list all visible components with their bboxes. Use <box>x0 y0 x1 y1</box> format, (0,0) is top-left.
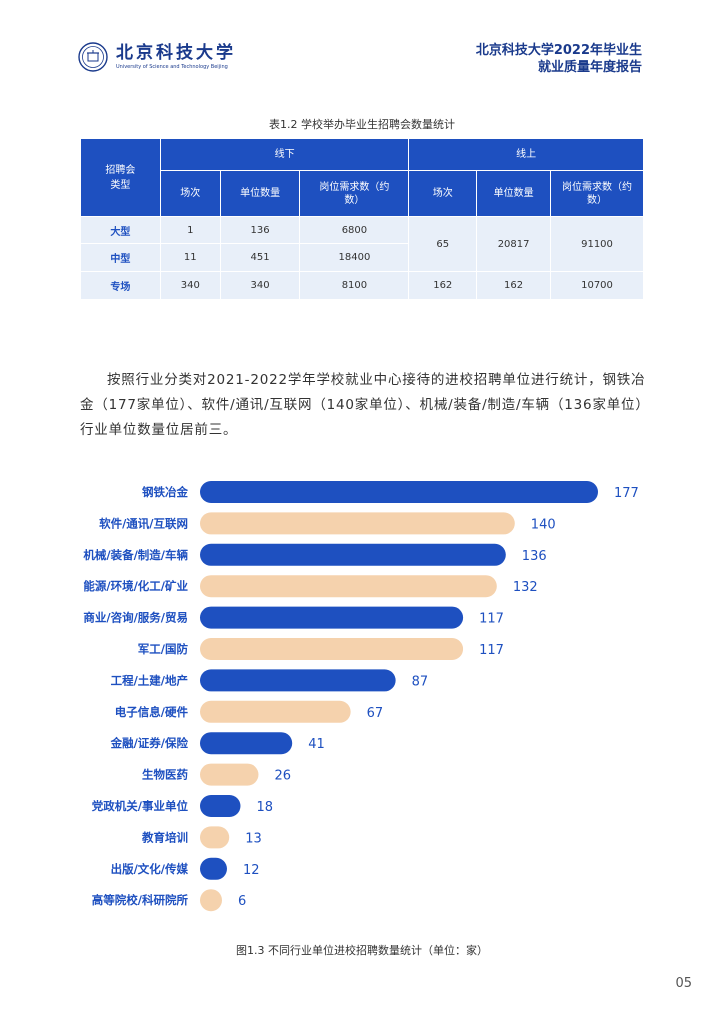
value-label: 6 <box>238 894 246 909</box>
table-row: 中型 11 451 18400 <box>80 243 644 272</box>
category-label: 电子信息/硬件 <box>115 705 189 719</box>
logo-english-name: University of Science and Technology Bei… <box>116 64 228 70</box>
table-row: 专场 340 340 8100 162 162 10700 <box>80 271 644 300</box>
university-seal-icon <box>78 42 108 72</box>
row-type: 专场 <box>80 271 161 300</box>
category-label: 出版/文化/传媒 <box>111 862 189 876</box>
report-title-line2: 就业质量年度报告 <box>537 60 642 75</box>
page-number: 05 <box>675 976 692 991</box>
table-cell: 10700 <box>550 271 644 300</box>
table-cell: 6800 <box>299 216 410 244</box>
category-label: 军工/国防 <box>138 642 189 656</box>
col-header: 单位数量 <box>219 170 301 217</box>
value-label: 136 <box>522 549 547 564</box>
col-header: 场次 <box>408 170 478 217</box>
row-type: 大型 <box>80 216 161 244</box>
bar <box>200 795 241 817</box>
value-label: 13 <box>245 831 262 846</box>
row-type: 中型 <box>80 243 161 272</box>
value-label: 132 <box>513 580 538 595</box>
category-label: 商业/咨询/服务/贸易 <box>83 611 188 625</box>
table-cell: 11 <box>159 243 221 272</box>
category-label: 工程/土建/地产 <box>111 673 188 687</box>
report-title: 北京科技大学2022年毕业生 就业质量年度报告 <box>476 42 642 76</box>
value-label: 117 <box>479 612 504 627</box>
table-cell: 8100 <box>299 271 410 300</box>
table-caption: 表1.2 学校举办毕业生招聘会数量统计 <box>269 118 455 131</box>
value-label: 140 <box>531 517 556 532</box>
table-cell: 162 <box>476 271 552 300</box>
category-label: 能源/环境/化工/矿业 <box>83 579 188 593</box>
bar <box>200 857 227 880</box>
value-label: 67 <box>367 706 384 721</box>
bar <box>200 732 293 755</box>
table-cell: 20817 <box>476 216 552 272</box>
table-cell: 340 <box>219 271 301 300</box>
table-cell: 91100 <box>550 216 644 272</box>
bar <box>200 481 598 503</box>
value-label: 41 <box>308 737 325 752</box>
value-label: 87 <box>412 674 429 689</box>
bar <box>200 826 230 849</box>
category-label: 生物医药 <box>142 768 188 782</box>
table-cell: 18400 <box>299 243 410 272</box>
online-header: 线上 <box>408 138 644 171</box>
table-cell: 340 <box>159 271 221 300</box>
bar <box>200 763 259 786</box>
table-cell: 451 <box>219 243 301 272</box>
category-label: 高等院校/科研院所 <box>92 893 189 907</box>
category-label: 机械/装备/制造/车辆 <box>83 548 188 562</box>
category-label: 钢铁冶金 <box>142 485 188 499</box>
value-label: 177 <box>614 486 639 501</box>
value-label: 12 <box>243 863 260 878</box>
type-header: 招聘会类型 <box>80 138 161 217</box>
bar <box>200 669 396 692</box>
category-label: 软件/通讯/互联网 <box>99 516 188 530</box>
table-row: 大型 1 136 6800 65 20817 91100 <box>80 216 644 272</box>
col-header: 场次 <box>159 170 221 217</box>
table-cell: 136 <box>219 216 301 244</box>
col-header: 岗位需求数（约数） <box>299 170 410 217</box>
body-paragraph: 按照行业分类对2021-2022学年学校就业中心接待的进校招聘单位进行统计，钢铁… <box>80 372 646 438</box>
bar <box>200 889 222 912</box>
bar <box>200 700 351 723</box>
university-logo: 北京科技大学 University of Science and Technol… <box>78 42 236 72</box>
recruitment-fair-table: 招聘会类型 线下 线上 场次 单位数量 岗位需求数（约数） 场次 单位数量 岗位… <box>80 138 644 300</box>
category-label: 金融/证券/保险 <box>110 736 189 750</box>
bar <box>200 575 497 598</box>
offline-header: 线下 <box>159 138 410 171</box>
col-header: 岗位需求数（约数） <box>550 170 644 217</box>
page-header: 北京科技大学 University of Science and Technol… <box>0 0 724 90</box>
category-label: 教育培训 <box>141 830 188 844</box>
bar <box>200 512 515 535</box>
logo-chinese-name: 北京科技大学 <box>116 43 236 63</box>
value-label: 18 <box>256 800 273 815</box>
bar <box>200 606 464 629</box>
table-cell: 65 <box>408 216 478 272</box>
bar <box>200 543 506 566</box>
category-label: 党政机关/事业单位 <box>92 799 189 813</box>
table-cell: 1 <box>159 216 221 244</box>
report-title-line1: 北京科技大学2022年毕业生 <box>475 43 642 58</box>
figure-caption: 图1.3 不同行业单位进校招聘数量统计（单位：家） <box>236 944 488 957</box>
table-cell: 162 <box>408 271 478 300</box>
col-header: 单位数量 <box>476 170 552 217</box>
value-label: 26 <box>274 769 291 784</box>
value-label: 117 <box>479 643 504 658</box>
bar <box>200 638 464 660</box>
